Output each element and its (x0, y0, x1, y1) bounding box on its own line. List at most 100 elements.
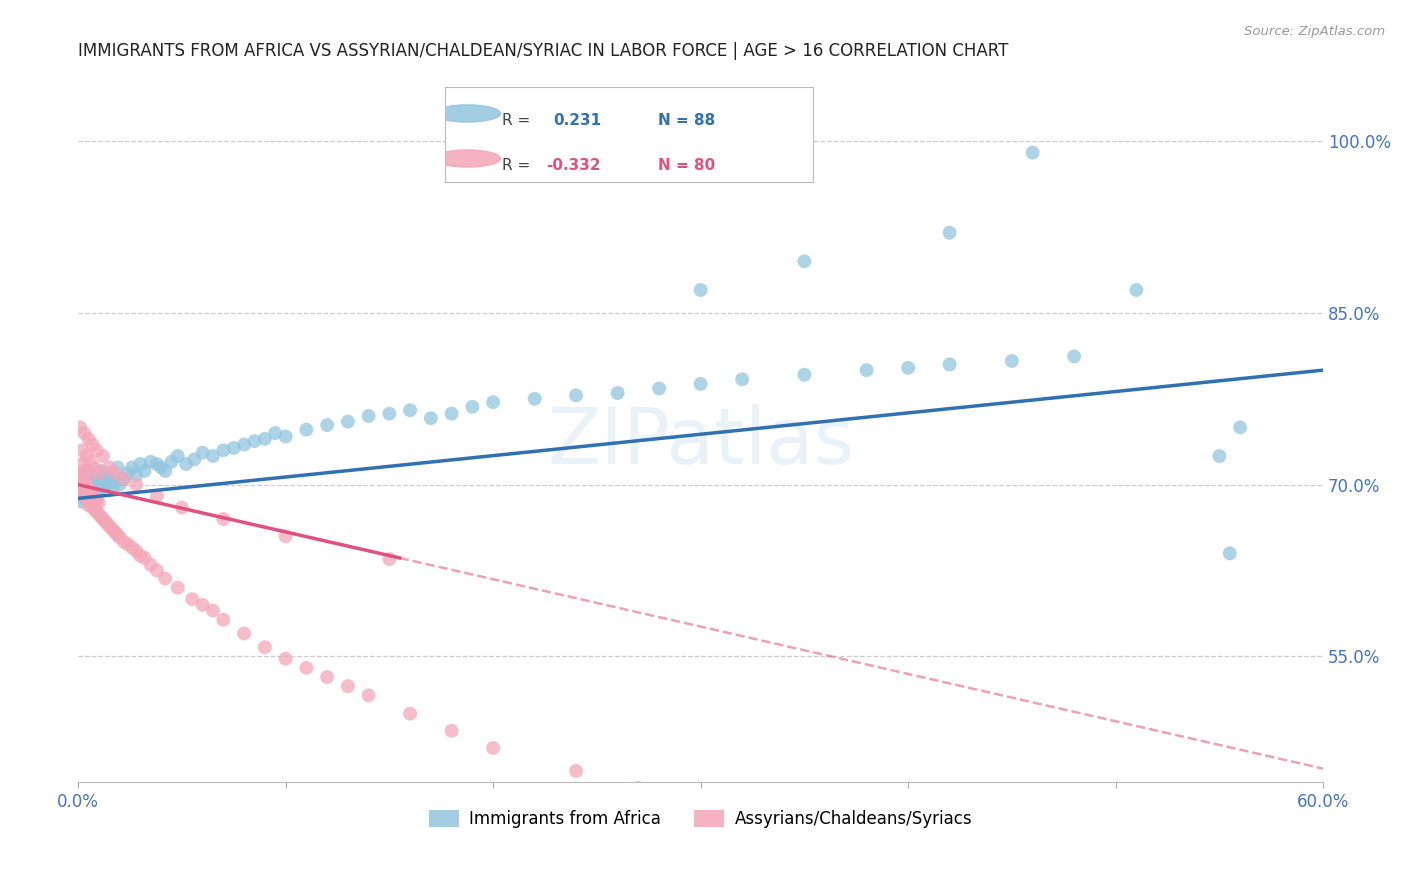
Point (87, 466, 110, 480)
Point (104, 466, 127, 480)
Point (731, 372, 754, 386)
Point (98, 466, 121, 480)
Point (146, 489, 169, 503)
Point (316, 418, 339, 433)
Text: ZIPatlas: ZIPatlas (547, 403, 853, 480)
Point (253, 432, 276, 446)
Point (75, 464, 97, 478)
Point (91, 480, 114, 494)
Point (77, 487, 100, 501)
Point (938, 358, 960, 372)
Point (77, 477, 100, 491)
Point (233, 626, 256, 640)
Text: Source: ZipAtlas.com: Source: ZipAtlas.com (1244, 25, 1385, 38)
Point (87, 496, 110, 510)
Point (129, 457, 152, 471)
Point (378, 407, 401, 421)
Point (75, 487, 97, 501)
Point (523, 392, 546, 406)
Point (107, 528, 129, 542)
Point (108, 477, 131, 491)
Point (174, 457, 197, 471)
Point (793, 254, 815, 268)
Point (1021, 145, 1043, 160)
Point (103, 480, 125, 494)
Point (191, 598, 214, 612)
Point (96, 477, 118, 491)
Point (146, 457, 169, 471)
Point (86, 466, 108, 480)
Point (104, 525, 127, 540)
Point (183, 452, 205, 467)
Point (87, 508, 110, 522)
Point (112, 472, 135, 486)
Point (90, 464, 112, 478)
Point (201, 449, 224, 463)
Point (103, 524, 125, 538)
Point (87, 471, 110, 485)
Point (69, 466, 91, 480)
Point (87, 483, 110, 498)
Point (155, 464, 177, 478)
Point (98, 460, 121, 475)
Point (357, 409, 380, 423)
Point (82, 500, 104, 515)
Point (73, 466, 96, 480)
Point (90, 509, 112, 524)
Point (75, 475, 97, 490)
Point (336, 415, 359, 429)
Point (75, 480, 97, 494)
Point (440, 407, 463, 421)
Point (181, 592, 204, 607)
Point (482, 741, 505, 756)
Point (79, 483, 101, 498)
Point (86, 493, 108, 508)
Point (112, 535, 135, 549)
Point (83, 491, 105, 506)
Point (689, 376, 711, 391)
Point (1229, 420, 1251, 434)
Point (295, 661, 318, 675)
Point (69, 489, 91, 503)
Point (1125, 283, 1147, 297)
Point (419, 411, 441, 425)
Point (69, 477, 91, 491)
Point (117, 466, 139, 480)
Point (264, 426, 287, 441)
Point (212, 512, 235, 526)
Point (83, 483, 105, 498)
Point (77, 491, 100, 506)
Point (233, 437, 256, 451)
Point (170, 500, 193, 515)
Point (710, 800, 733, 814)
Legend: Immigrants from Africa, Assyrians/Chaldeans/Syriacs: Immigrants from Africa, Assyrians/Chalde… (423, 803, 979, 834)
Point (1001, 354, 1024, 368)
Point (77, 498, 100, 512)
Point (104, 472, 127, 486)
Point (75, 491, 97, 506)
Point (399, 706, 422, 721)
Point (83, 472, 105, 486)
Point (79, 472, 101, 486)
Point (399, 403, 422, 417)
Point (96, 516, 118, 531)
Point (1219, 546, 1241, 560)
Point (938, 226, 960, 240)
Point (82, 480, 104, 494)
Point (69, 480, 91, 494)
Point (91, 449, 114, 463)
Point (94, 472, 117, 486)
Point (253, 640, 276, 655)
Point (648, 381, 671, 395)
Point (222, 441, 245, 455)
Point (83, 460, 105, 475)
Point (627, 780, 650, 795)
Point (357, 689, 380, 703)
Point (72, 483, 94, 498)
Point (274, 651, 297, 665)
Point (606, 386, 628, 401)
Point (212, 613, 235, 627)
Point (72, 472, 94, 486)
Point (82, 489, 104, 503)
Point (125, 477, 148, 491)
